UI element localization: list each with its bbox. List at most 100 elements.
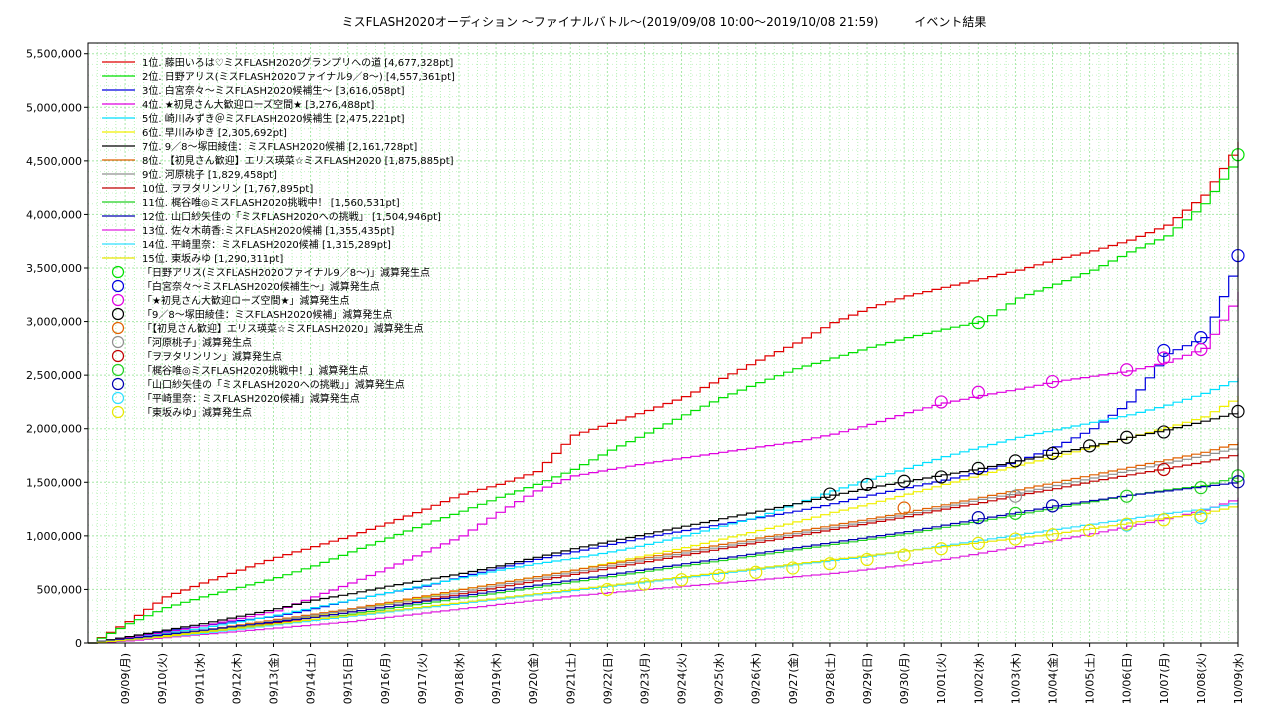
reduction-markers (600, 148, 1245, 597)
legend-label-12: 12位. 山口紗矢佳の「ミスFLASH2020への挑戦」 [1,504,946p… (142, 210, 441, 223)
reduction-marker-8 (1120, 489, 1134, 503)
legend-marker-label-2: 「白宮奈々〜ミスFLASH2020候補生〜」減算発生点 (142, 280, 380, 293)
legend-marker-5 (111, 321, 125, 335)
y-tick-label: 2,000,000 (26, 423, 82, 436)
reduction-marker-11 (600, 582, 614, 597)
reduction-marker-11 (1194, 508, 1208, 523)
legend-label-14: 14位. 平崎里奈：ミスFLASH2020候補 [1,315,289pt] (142, 238, 391, 251)
legend-marker-label-9: 「山口紗矢佳の「ミスFLASH2020への挑戦」」減算発生点 (142, 378, 405, 391)
legend-marker-7 (111, 349, 125, 363)
series-line-13 (88, 497, 1239, 644)
reduction-marker-11 (786, 561, 800, 575)
legend-marker-label-7: 「ヲヲタリンリン」減算発生点 (142, 350, 282, 363)
reduction-marker-6 (1008, 489, 1023, 503)
x-tick-label: 09/14(土) (305, 653, 318, 704)
legend-marker-10 (111, 391, 125, 405)
x-tick-label: 10/01(火) (935, 653, 948, 704)
x-tick-label: 09/16(月) (379, 653, 392, 704)
reduction-marker-4 (897, 474, 911, 488)
legend-label-6: 6位. 早川みゆき [2,305,692pt] (142, 126, 287, 139)
reduction-marker-1 (971, 316, 985, 330)
reduction-marker-11 (897, 548, 911, 562)
x-tick-label: 09/18(水) (453, 653, 466, 704)
reduction-marker-3 (1194, 342, 1208, 357)
x-tick-label: 10/09(水) (1232, 653, 1245, 704)
legend-marker-label-3: 「★初見さん大歓迎ローズ空間★」減算発生点 (142, 294, 349, 307)
x-tick-label: 10/03(木) (1009, 653, 1022, 704)
y-tick-label: 3,000,000 (26, 316, 82, 329)
x-tick-label: 09/19(木) (490, 653, 503, 704)
x-tick-label: 09/23(月) (638, 653, 651, 704)
legend-label-4: 4位. ★初見さん大歓迎ローズ空間★ [3,276,488pt] (142, 98, 374, 111)
legend-marker-label-10: 「平崎里奈：ミスFLASH2020候補」減算発生点 (142, 392, 360, 405)
reduction-marker-4 (1083, 439, 1097, 453)
x-tick-label: 09/27(金) (786, 653, 800, 704)
y-tick-label: 3,500,000 (26, 262, 82, 275)
reduction-marker-4 (934, 470, 948, 484)
x-tick-label: 09/13(金) (266, 653, 280, 704)
legend-label-8: 8位. 【初見さん歓迎】エリス瑛菜☆ミスFLASH2020 [1,875,885… (142, 154, 454, 167)
legend-label-2: 2位. 日野アリス(ミスFLASH2020ファイナル9／8〜) [4,557,3… (142, 70, 455, 83)
reduction-marker-4 (1045, 446, 1060, 460)
reduction-marker-3 (1045, 374, 1060, 389)
reduction-marker-11 (860, 552, 874, 567)
reduction-marker-8 (1194, 481, 1208, 495)
x-tick-label: 09/10(火) (156, 653, 169, 704)
legend-label-5: 5位. 崎川みずき＠ミスFLASH2020候補生 [2,475,221pt] (142, 112, 405, 125)
legend-label-3: 3位. 白宮奈々〜ミスFLASH2020候補生〜 [3,616,058pt] (142, 84, 405, 97)
legend-marker-label-11: 「東坂みゆ」減算発生点 (142, 406, 252, 419)
x-tick-label: 10/08(火) (1195, 653, 1208, 704)
legend-label-10: 10位. ヲヲタリンリン [1,767,895pt] (142, 182, 313, 195)
x-tick-label: 10/05(土) (1084, 653, 1097, 704)
legend-marker-label-1: 「日野アリス(ミスFLASH2020ファイナル9／8〜)」減算発生点 (142, 266, 430, 279)
reduction-marker-3 (934, 395, 948, 409)
x-tick-label: 09/15(日) (342, 653, 355, 704)
y-tick-label: 5,500,000 (26, 48, 82, 61)
legend-marker-2 (111, 279, 125, 293)
reduction-marker-4 (1120, 430, 1134, 444)
reduction-marker-11 (823, 557, 837, 571)
x-tick-label: 10/02(水) (972, 653, 985, 704)
y-tick-label: 2,500,000 (26, 369, 82, 382)
reduction-marker-11 (1157, 513, 1171, 527)
legend-marker-1 (111, 265, 125, 279)
reduction-marker-11 (637, 577, 652, 591)
y-tick-label: 4,000,000 (26, 208, 82, 221)
x-tick-label: 09/24(火) (676, 653, 689, 704)
reduction-marker-11 (749, 565, 763, 579)
legend-marker-3 (111, 293, 125, 307)
reduction-marker-11 (971, 536, 985, 550)
y-tick-label: 4,500,000 (26, 155, 82, 168)
grid (88, 43, 1238, 643)
x-tick-label: 09/09(月) (119, 653, 132, 704)
y-axis: 0 500,000 1,000,000 1,500,000 2,000,000 2,500… (26, 48, 88, 650)
y-tick-label: 1,500,000 (26, 476, 82, 489)
series-line-2 (88, 154, 1239, 644)
x-tick-label: 10/04(金) (1046, 653, 1060, 704)
legend-label-1: 1位. 藤田いろは♡ミスFLASH2020グランプリへの道 [4,677,328… (142, 56, 453, 69)
y-tick-label: 1,000,000 (26, 530, 82, 543)
y-tick-label: 500,000 (37, 583, 83, 596)
x-tick-label: 09/20(金) (526, 653, 540, 704)
x-tick-label: 09/11(水) (193, 653, 206, 704)
series-line-1 (88, 141, 1239, 644)
reduction-marker-7 (1157, 462, 1171, 477)
legend-marker-label-5: 「【初見さん歓迎】エリス瑛菜☆ミスFLASH2020」減算発生点 (142, 322, 424, 335)
legend-marker-11 (111, 405, 125, 419)
x-tick-label: 09/28(土) (824, 653, 837, 704)
reduction-marker-8 (1008, 506, 1023, 520)
reduction-marker-11 (674, 573, 689, 587)
reduction-marker-4 (860, 477, 874, 492)
legend-marker-8 (111, 363, 125, 377)
x-tick-label: 09/21(土) (564, 653, 577, 704)
reduction-marker-11 (712, 568, 726, 583)
x-tick-label: 09/22(日) (601, 653, 614, 704)
legend-label-15: 15位. 東坂みゆ [1,290,311pt] (142, 252, 283, 265)
legend-marker-9 (111, 377, 125, 391)
y-tick-label: 0 (75, 637, 82, 650)
x-tick-label: 09/26(木) (750, 653, 763, 704)
series-line-7 (88, 411, 1239, 644)
x-tick-label: 10/06(日) (1121, 653, 1134, 704)
legend-marker-6 (111, 335, 125, 349)
reduction-marker-9 (971, 511, 985, 525)
